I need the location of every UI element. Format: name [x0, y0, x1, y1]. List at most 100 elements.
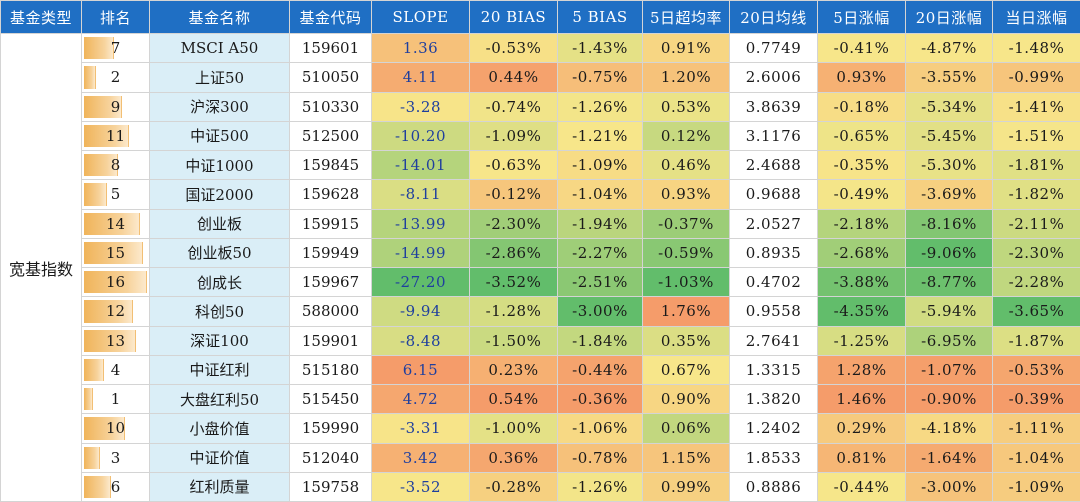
bias5-cell: -3.00% [557, 296, 643, 327]
excess5-cell: 0.67% [642, 354, 730, 386]
table-row: 10 小盘价值 159990 -3.31 -1.00% -1.06% 0.06% 1.2402… [1, 413, 1080, 444]
ma20-cell: 2.7641 [729, 325, 818, 356]
rank-bar [84, 95, 122, 118]
table-row: 8 中证1000 159845 -14.01 -0.63% -1.09% 0.46% 2.46… [1, 149, 1080, 181]
change1d-cell: -0.99% [992, 62, 1080, 93]
excess5-cell: 0.06% [642, 413, 730, 444]
rank-number: 7 [110, 39, 121, 58]
fund-name-cell: 中证500 [149, 120, 290, 152]
change20d-cell: -4.18% [905, 413, 993, 444]
rank-bar [84, 417, 125, 440]
ma20-cell: 1.3820 [729, 383, 818, 415]
fund-name-cell: 中证1000 [149, 149, 290, 181]
change5d-cell: -0.18% [817, 91, 906, 122]
bias20-cell: 0.54% [469, 383, 558, 415]
rank-number: 13 [105, 331, 126, 350]
bias20-cell: -2.30% [469, 208, 558, 239]
fund-name-cell: MSCI A50 [149, 32, 290, 64]
change1d-cell: -1.11% [992, 413, 1080, 444]
fund-type-cell: 宽基指数 [0, 33, 82, 502]
table-row: 12 科创50 588000 -9.94 -1.28% -3.00% 1.76% 0.9558… [1, 296, 1080, 327]
change20d-cell: -3.55% [905, 62, 993, 93]
bias20-cell: -1.28% [469, 296, 558, 327]
bias5-cell: -1.26% [557, 471, 643, 502]
excess5-cell: 0.90% [642, 383, 730, 415]
slope-cell: -3.31 [371, 413, 470, 444]
rank-number: 15 [105, 243, 126, 262]
table-row: 9 沪深300 510330 -3.28 -0.74% -1.26% 0.53% 3.8639… [1, 91, 1080, 122]
fund-name-cell: 创业板 [149, 208, 290, 239]
change5d-cell: -0.44% [817, 471, 906, 502]
rank-cell: 8 [81, 149, 150, 181]
slope-cell: -14.01 [371, 149, 470, 181]
bias20-cell: 0.44% [469, 62, 558, 93]
excess5-cell: 1.76% [642, 296, 730, 327]
change1d-cell: -1.87% [992, 325, 1080, 356]
fund-code-cell: 515450 [289, 383, 372, 415]
rank-cell: 14 [81, 208, 150, 239]
excess5-cell: 0.46% [642, 149, 730, 181]
excess5-cell: 1.20% [642, 62, 730, 93]
change1d-cell: -3.65% [992, 296, 1080, 327]
ma20-cell: 2.6006 [729, 62, 818, 93]
excess5-cell: 0.91% [642, 32, 730, 64]
rank-bar [84, 183, 107, 206]
change1d-cell: -1.04% [992, 442, 1080, 473]
change20d-cell: -3.69% [905, 179, 993, 210]
change1d-cell: -0.53% [992, 354, 1080, 386]
rank-cell: 7 [81, 32, 150, 64]
rank-number: 3 [110, 448, 121, 467]
excess5-cell: 1.15% [642, 442, 730, 473]
fund-name-cell: 国证2000 [149, 179, 290, 210]
bias5-cell: -2.51% [557, 266, 643, 298]
change20d-cell: -1.64% [905, 442, 993, 473]
ma20-cell: 1.3315 [729, 354, 818, 386]
rank-cell: 10 [81, 413, 150, 444]
rank-number: 2 [110, 68, 121, 87]
bias5-cell: -1.94% [557, 208, 643, 239]
fund-code-cell: 512500 [289, 120, 372, 152]
rank-cell: 4 [81, 354, 150, 386]
header-row: 基金类型 排名 基金名称 基金代码 SLOPE 20 BIAS 5 BIAS 5… [0, 0, 1080, 34]
slope-cell: 6.15 [371, 354, 470, 386]
ma20-cell: 2.4688 [729, 149, 818, 181]
ma20-cell: 0.9688 [729, 179, 818, 210]
change5d-cell: 1.28% [817, 354, 906, 386]
header-fund-type: 基金类型 [0, 0, 82, 34]
change20d-cell: -4.87% [905, 32, 993, 64]
change20d-cell: -9.06% [905, 237, 993, 269]
change5d-cell: 0.29% [817, 413, 906, 444]
ma20-cell: 0.9558 [729, 296, 818, 327]
table-row: 15 创业板50 159949 -14.99 -2.86% -2.27% -0.59% 0.8… [1, 237, 1080, 269]
slope-cell: 4.72 [371, 383, 470, 415]
change20d-cell: -3.00% [905, 471, 993, 502]
bias20-cell: -0.74% [469, 91, 558, 122]
rank-cell: 11 [81, 120, 150, 152]
bias5-cell: -0.44% [557, 354, 643, 386]
excess5-cell: -0.59% [642, 237, 730, 269]
change5d-cell: -1.25% [817, 325, 906, 356]
fund-name-cell: 深证100 [149, 325, 290, 356]
change5d-cell: -0.35% [817, 149, 906, 181]
rank-number: 16 [105, 273, 126, 292]
header-change-5d: 5日涨幅 [817, 0, 906, 34]
bias20-cell: -2.86% [469, 237, 558, 269]
bias20-cell: -0.53% [469, 32, 558, 64]
bias5-cell: -1.26% [557, 91, 643, 122]
change5d-cell: -2.68% [817, 237, 906, 269]
change20d-cell: -5.45% [905, 120, 993, 152]
fund-code-cell: 588000 [289, 296, 372, 327]
slope-cell: -14.99 [371, 237, 470, 269]
rank-cell: 16 [81, 266, 150, 298]
excess5-cell: 0.35% [642, 325, 730, 356]
slope-cell: -8.48 [371, 325, 470, 356]
ma20-cell: 1.8533 [729, 442, 818, 473]
header-bias-20: 20 BIAS [469, 0, 558, 34]
rank-cell: 1 [81, 383, 150, 415]
slope-cell: -13.99 [371, 208, 470, 239]
rank-number: 1 [110, 390, 121, 409]
change5d-cell: -0.41% [817, 32, 906, 64]
rank-bar [84, 475, 111, 498]
ma20-cell: 2.0527 [729, 208, 818, 239]
